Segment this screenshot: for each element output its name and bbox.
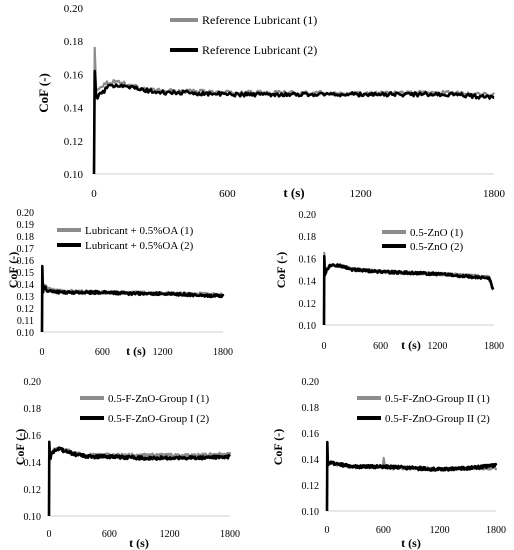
legend-label: 0.5-F-ZnO-Group I (1) — [108, 393, 209, 405]
x-tick-label: 0 — [40, 347, 45, 358]
y-axis-label: CoF (-) — [36, 73, 51, 113]
x-tick-label: 1200 — [350, 188, 373, 200]
y-tick-label: 0.18 — [24, 404, 42, 415]
series-line — [47, 440, 232, 517]
y-tick-label: 0.20 — [299, 210, 317, 221]
series-line — [40, 264, 225, 333]
y-tick-label: 0.14 — [299, 277, 317, 288]
x-tick-label: 1200 — [430, 525, 450, 536]
legend: Lubricant + 0.5%OA (1) Lubricant + 0.5%OA… — [57, 225, 194, 252]
x-tick-label: 0 — [325, 525, 330, 536]
y-tick-label: 0.11 — [17, 316, 34, 327]
x-axis-label: t (s) — [401, 536, 421, 550]
y-tick-label: 0.12 — [24, 485, 42, 496]
x-tick-label: 1200 — [160, 529, 180, 540]
y-tick-label: 0.18 — [302, 403, 320, 414]
legend: 0.5-F-ZnO-Group I (1) 0.5-F-ZnO-Group I (… — [80, 393, 209, 425]
y-tick-label: 0.15 — [17, 268, 35, 279]
x-axis-label: t (s) — [283, 185, 304, 200]
x-tick-label: 1800 — [483, 188, 506, 200]
y-tick-label: 0.14 — [24, 458, 42, 469]
series-line — [92, 69, 495, 175]
x-tick-label: 600 — [219, 188, 236, 200]
y-axis-label: CoF (-) — [6, 252, 20, 289]
y-tick-label: 0.10 — [24, 512, 42, 523]
y-tick-label: 0.20 — [302, 377, 320, 388]
legend-label: Reference Lubricant (1) — [202, 13, 317, 27]
y-tick-label: 0.17 — [17, 244, 35, 255]
x-tick-label: 1800 — [486, 525, 506, 536]
legend-label: 0.5-F-ZnO-Group II (1) — [385, 393, 490, 405]
y-tick-label: 0.12 — [17, 304, 35, 315]
legend-label: 0.5-ZnO (1) — [410, 227, 463, 239]
y-tick-label: 0.16 — [24, 431, 42, 442]
y-tick-label: 0.18 — [17, 232, 35, 243]
y-axis-label: CoF (-) — [271, 429, 285, 466]
x-tick-label: 600 — [373, 341, 388, 352]
y-tick-label: 0.16 — [64, 69, 84, 81]
x-tick-label: 600 — [102, 529, 117, 540]
y-tick-label: 0.20 — [24, 377, 42, 388]
y-tick-label: 0.16 — [299, 254, 317, 265]
legend-label: 0.5-F-ZnO-Group I (2) — [108, 413, 209, 425]
y-tick-label: 0.20 — [17, 208, 35, 219]
y-tick-label: 0.12 — [299, 299, 317, 310]
chart-f-zno-group-2: CoF (-) t (s) 0.10 0.12 0.14 0.16 0.18 0.20 0 6… — [271, 377, 506, 550]
legend-label: Reference Lubricant (2) — [202, 43, 317, 57]
legend-label: Lubricant + 0.5%OA (2) — [85, 240, 194, 252]
x-tick-label: 1800 — [220, 529, 240, 540]
x-tick-label: 600 — [376, 525, 391, 536]
y-tick-label: 0.14 — [302, 455, 320, 466]
y-tick-label: 0.13 — [17, 292, 35, 303]
y-tick-label: 0.10 — [302, 507, 320, 518]
y-tick-label: 0.19 — [17, 220, 35, 231]
legend: Reference Lubricant (1) Reference Lubrica… — [170, 13, 317, 57]
y-tick-label: 0.10 — [299, 321, 317, 332]
x-tick-label: 1800 — [213, 347, 233, 358]
y-tick-label: 0.12 — [302, 481, 320, 492]
x-tick-label: 600 — [95, 347, 110, 358]
y-tick-label: 0.18 — [299, 232, 317, 243]
legend-label: 0.5-F-ZnO-Group II (2) — [385, 413, 490, 425]
x-tick-label: 0 — [322, 341, 327, 352]
x-tick-label: 1200 — [427, 341, 447, 352]
y-axis-label: CoF (-) — [274, 252, 288, 289]
x-axis-label: t (s) — [126, 344, 146, 358]
y-tick-label: 0.16 — [17, 256, 35, 267]
chart-f-zno-group-1: CoF (-) t (s) 0.10 0.12 0.14 0.16 0.18 0.20 0 6… — [13, 377, 240, 550]
chart-lubricant-oa: CoF (-) t (s) 0.100.110.120.130.140.150.… — [6, 208, 233, 358]
x-tick-label: 1200 — [153, 347, 173, 358]
series-line — [325, 440, 498, 512]
y-tick-label: 0.10 — [64, 169, 84, 181]
chart-zno: CoF (-) t (s) 0.10 0.12 0.14 0.16 0.18 0.20 0 6… — [274, 210, 504, 352]
x-tick-label: 0 — [91, 188, 97, 200]
y-axis-label: CoF (-) — [13, 429, 27, 466]
y-tick-label: 0.18 — [64, 36, 84, 48]
x-axis-label: t (s) — [129, 536, 149, 550]
y-tick-label: 0.20 — [64, 3, 84, 15]
x-tick-label: 0 — [47, 529, 52, 540]
chart-reference-lubricant: CoF (-) t (s) 0.10 0.12 0.14 0.16 0.18 0.20 0 6… — [36, 3, 506, 200]
legend-label: Lubricant + 0.5%OA (1) — [85, 225, 194, 237]
y-tick-label: 0.16 — [302, 429, 320, 440]
legend: 0.5-F-ZnO-Group II (1) 0.5-F-ZnO-Group II… — [357, 393, 490, 425]
y-tick-label: 0.10 — [17, 328, 35, 339]
y-tick-label: 0.12 — [64, 136, 83, 148]
series-line — [322, 254, 495, 326]
y-tick-label: 0.14 — [64, 103, 84, 115]
legend: 0.5-ZnO (1) 0.5-ZnO (2) — [382, 227, 463, 253]
y-tick-label: 0.14 — [17, 280, 35, 291]
x-tick-label: 1800 — [484, 341, 504, 352]
x-axis-label: t (s) — [401, 338, 421, 352]
legend-label: 0.5-ZnO (2) — [410, 241, 463, 253]
